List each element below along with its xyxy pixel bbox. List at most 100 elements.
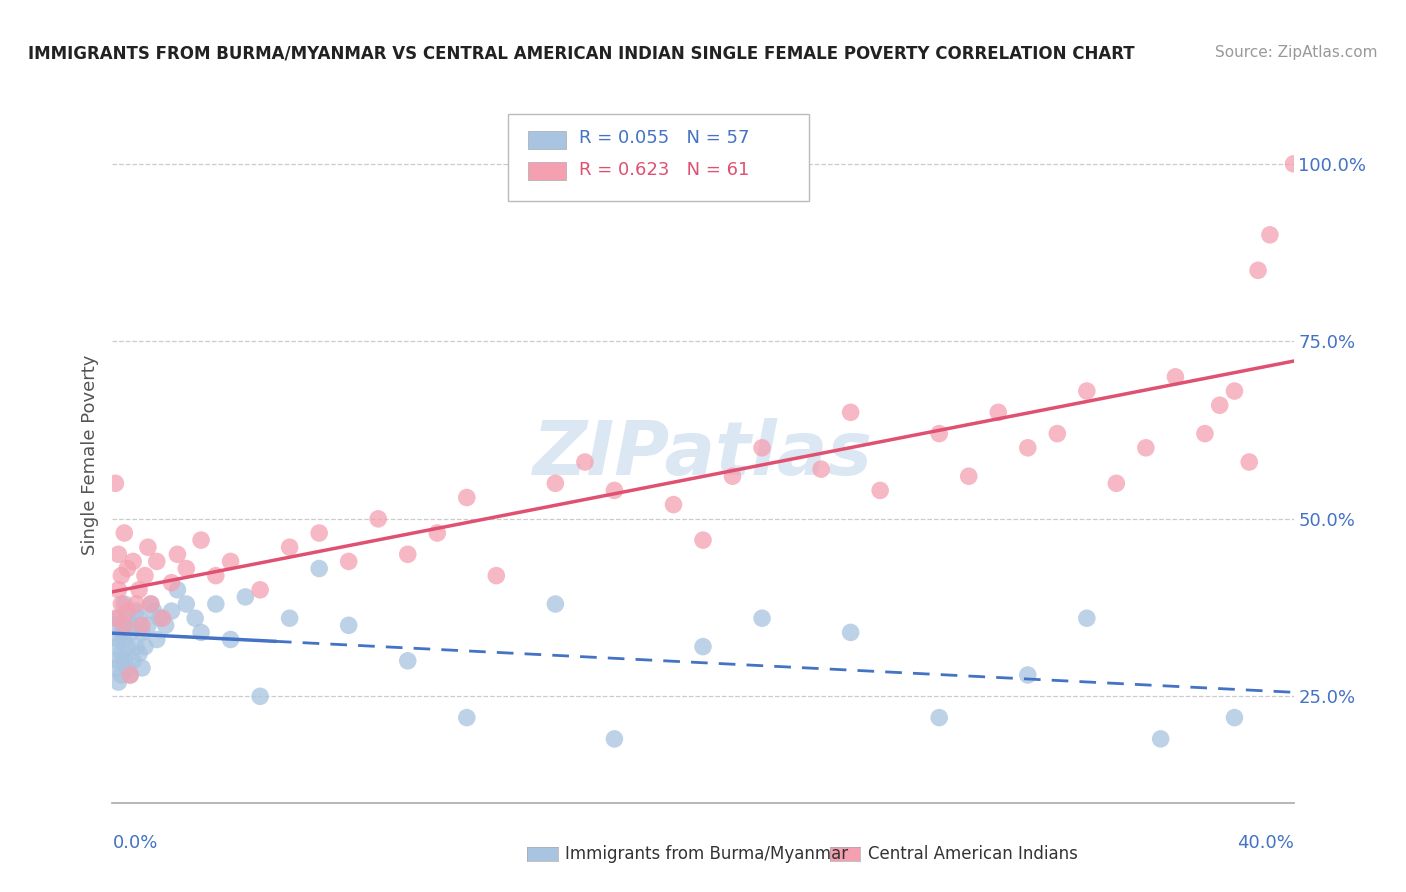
Point [603,731,626,746]
Point [110,647,132,661]
Point [721,469,744,483]
Point [957,469,980,483]
Point [692,533,714,548]
Point [1282,157,1305,171]
Point [112,618,135,632]
Point [174,597,197,611]
Point [928,710,950,724]
Point [1150,731,1173,746]
Point [110,668,132,682]
Point [1076,384,1098,398]
Text: 0.0%: 0.0% [112,834,157,852]
Point [1135,441,1157,455]
Point [107,582,129,597]
Point [233,590,256,604]
Point [128,647,150,661]
Point [205,568,228,582]
Point [174,561,197,575]
Point [104,476,127,491]
Point [112,526,135,541]
Point [603,483,626,498]
Point [112,654,135,668]
Point [190,625,212,640]
Point [1194,426,1216,441]
Point [662,498,685,512]
Point [869,483,891,498]
Point [1164,369,1187,384]
Point [125,640,148,654]
Point [139,597,162,611]
Point [112,632,135,647]
Point [810,462,832,476]
Point [117,611,138,625]
Point [112,597,135,611]
Point [128,582,150,597]
Point [149,611,172,625]
Point [1239,455,1261,469]
Point [104,640,127,654]
Point [136,540,159,554]
Point [146,554,169,568]
Point [1223,384,1246,398]
Point [107,611,129,625]
Point [110,568,132,582]
Point [337,618,360,632]
Point [110,625,132,640]
Point [104,611,127,625]
Point [152,611,174,625]
FancyBboxPatch shape [508,114,810,201]
Point [120,668,142,682]
Text: IMMIGRANTS FROM BURMA/MYANMAR VS CENTRAL AMERICAN INDIAN SINGLE FEMALE POVERTY C: IMMIGRANTS FROM BURMA/MYANMAR VS CENTRAL… [28,45,1135,62]
Point [160,604,183,618]
Point [308,561,330,575]
Text: ZIPatlas: ZIPatlas [533,418,873,491]
Point [1247,263,1270,277]
Point [1258,227,1281,242]
Point [107,675,129,690]
Point [107,547,129,561]
Point [104,661,127,675]
Point [166,582,188,597]
Point [125,604,148,618]
Point [692,640,714,654]
Point [396,547,419,561]
Point [1208,398,1232,412]
Text: R = 0.055   N = 57: R = 0.055 N = 57 [579,129,749,147]
FancyBboxPatch shape [529,162,567,180]
Text: R = 0.623   N = 61: R = 0.623 N = 61 [579,161,749,178]
Point [544,476,567,491]
Point [751,611,773,625]
Point [219,632,242,647]
Point [122,618,145,632]
Point [544,597,567,611]
Point [128,611,150,625]
Text: Immigrants from Burma/Myanmar: Immigrants from Burma/Myanmar [565,845,848,863]
Point [110,597,132,611]
Point [1076,611,1098,625]
Point [426,526,449,541]
Point [166,547,188,561]
Point [131,661,153,675]
Point [160,575,183,590]
Point [117,640,138,654]
Point [155,618,177,632]
Point [1223,710,1246,724]
Point [136,618,159,632]
Point [205,597,228,611]
Point [142,604,165,618]
Point [1046,426,1069,441]
Point [839,405,862,419]
Point [987,405,1010,419]
Point [131,625,153,640]
Point [308,526,330,541]
Point [139,597,162,611]
Point [839,625,862,640]
Point [104,618,127,632]
Point [751,441,773,455]
FancyBboxPatch shape [529,131,567,149]
Point [278,540,301,554]
Point [219,554,242,568]
Point [122,554,145,568]
Point [249,690,271,704]
Point [249,582,271,597]
